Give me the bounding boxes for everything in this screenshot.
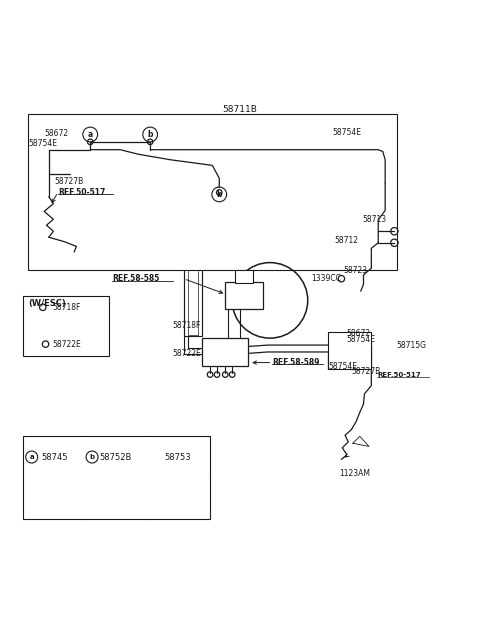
Text: b: b [147, 130, 153, 139]
Text: b: b [216, 190, 222, 199]
Bar [24, 436, 210, 519]
Bar [28, 114, 396, 270]
Text: 58754E: 58754E [332, 128, 361, 137]
Text: 58722E: 58722E [52, 340, 81, 349]
Text: a: a [88, 130, 93, 139]
Circle shape [176, 495, 182, 502]
Text: 58727B: 58727B [55, 177, 84, 186]
Text: (W/ESC): (W/ESC) [28, 299, 66, 308]
Text: 58718F: 58718F [172, 321, 201, 330]
Text: 58754E: 58754E [28, 139, 57, 148]
Text: 58712: 58712 [335, 236, 359, 245]
Text: 58754E: 58754E [346, 335, 375, 344]
Text: 58753: 58753 [164, 453, 191, 461]
Text: 1339CC: 1339CC [312, 274, 341, 283]
Text: 58754E: 58754E [328, 362, 358, 371]
Text: 58722E: 58722E [172, 349, 201, 358]
Bar [202, 337, 248, 367]
Bar [225, 282, 263, 309]
Text: 58713: 58713 [362, 215, 386, 224]
Text: 58723: 58723 [344, 266, 368, 275]
Text: REF.50-517: REF.50-517 [58, 187, 105, 197]
Text: 1123AM: 1123AM [339, 470, 370, 479]
Bar [327, 332, 372, 370]
Text: REF.58-589: REF.58-589 [272, 358, 320, 367]
Text: 58752B: 58752B [99, 453, 132, 461]
Text: 58672: 58672 [44, 128, 68, 137]
Text: a: a [29, 454, 34, 460]
Bar [235, 270, 253, 284]
Text: REF.58-585: REF.58-585 [112, 274, 159, 283]
Text: 58718F: 58718F [52, 303, 80, 312]
Text: 58745: 58745 [41, 453, 67, 461]
Text: 58711B: 58711B [223, 106, 257, 115]
Text: 58672: 58672 [346, 329, 370, 338]
Text: 58715G: 58715G [396, 341, 427, 349]
Text: b: b [90, 454, 95, 460]
Text: REF.50-517: REF.50-517 [377, 372, 421, 378]
Text: 58727B: 58727B [351, 367, 381, 376]
Bar [24, 296, 108, 356]
